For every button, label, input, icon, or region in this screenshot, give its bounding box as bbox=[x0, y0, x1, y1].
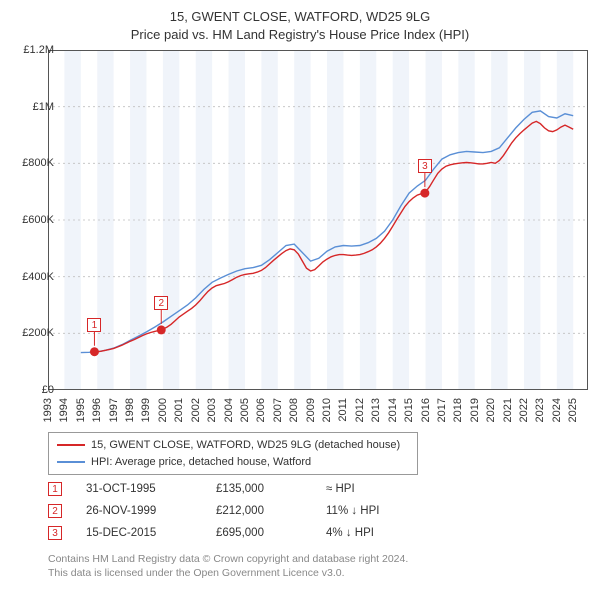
x-tick-label: 2012 bbox=[354, 398, 366, 422]
sale-marker-box: 1 bbox=[87, 318, 101, 332]
legend-label: 15, GWENT CLOSE, WATFORD, WD25 9LG (deta… bbox=[91, 437, 400, 454]
x-tick-label: 2008 bbox=[288, 398, 300, 422]
y-tick-label: £0 bbox=[42, 384, 54, 396]
y-tick-label: £1M bbox=[33, 101, 54, 113]
x-tick-label: 2015 bbox=[403, 398, 415, 422]
x-tick-label: 2021 bbox=[502, 398, 514, 422]
x-tick-label: 2007 bbox=[272, 398, 284, 422]
x-tick-label: 1993 bbox=[42, 398, 54, 422]
chart-title-subtitle: Price paid vs. HM Land Registry's House … bbox=[0, 26, 600, 44]
x-tick-label: 1994 bbox=[58, 398, 70, 422]
x-tick-label: 1997 bbox=[108, 398, 120, 422]
x-tick-label: 2023 bbox=[534, 398, 546, 422]
legend-item-hpi: HPI: Average price, detached house, Watf… bbox=[57, 454, 409, 471]
x-tick-label: 2022 bbox=[518, 398, 530, 422]
plot-area: 1 2 3 bbox=[48, 50, 588, 390]
x-tick-label: 2019 bbox=[469, 398, 481, 422]
price-chart-container: 15, GWENT CLOSE, WATFORD, WD25 9LG Price… bbox=[0, 0, 600, 590]
sale-marker-badge: 1 bbox=[48, 482, 62, 496]
x-tick-label: 2009 bbox=[305, 398, 317, 422]
x-tick-label: 2011 bbox=[337, 398, 349, 422]
attribution-line: This data is licensed under the Open Gov… bbox=[48, 566, 408, 580]
chart-title-address: 15, GWENT CLOSE, WATFORD, WD25 9LG bbox=[0, 8, 600, 26]
sale-marker-box: 3 bbox=[418, 159, 432, 173]
x-tick-label: 2024 bbox=[551, 398, 563, 422]
legend-swatch bbox=[57, 461, 85, 463]
sales-row: 3 15-DEC-2015 £695,000 4% ↓ HPI bbox=[48, 522, 436, 544]
x-tick-label: 2016 bbox=[420, 398, 432, 422]
x-tick-label: 1995 bbox=[75, 398, 87, 422]
x-tick-label: 2002 bbox=[190, 398, 202, 422]
sales-table: 1 31-OCT-1995 £135,000 ≈ HPI 2 26-NOV-19… bbox=[48, 478, 436, 544]
x-tick-label: 2005 bbox=[239, 398, 251, 422]
sales-row: 1 31-OCT-1995 £135,000 ≈ HPI bbox=[48, 478, 436, 500]
sale-delta: 4% ↓ HPI bbox=[326, 527, 436, 539]
x-tick-label: 2014 bbox=[387, 398, 399, 422]
x-tick-label: 2013 bbox=[370, 398, 382, 422]
sale-marker-badge: 2 bbox=[48, 504, 62, 518]
chart-title-block: 15, GWENT CLOSE, WATFORD, WD25 9LG Price… bbox=[0, 0, 600, 44]
y-tick-label: £200K bbox=[22, 327, 54, 339]
legend-swatch bbox=[57, 444, 85, 446]
sale-price: £695,000 bbox=[216, 527, 326, 539]
x-tick-label: 2006 bbox=[255, 398, 267, 422]
sale-delta: ≈ HPI bbox=[326, 483, 436, 495]
sale-delta: 11% ↓ HPI bbox=[326, 505, 436, 517]
sale-date: 31-OCT-1995 bbox=[86, 483, 216, 495]
x-tick-label: 2000 bbox=[157, 398, 169, 422]
attribution: Contains HM Land Registry data © Crown c… bbox=[48, 552, 408, 580]
sale-date: 15-DEC-2015 bbox=[86, 527, 216, 539]
sales-row: 2 26-NOV-1999 £212,000 11% ↓ HPI bbox=[48, 500, 436, 522]
x-tick-label: 2003 bbox=[206, 398, 218, 422]
sale-price: £135,000 bbox=[216, 483, 326, 495]
x-tick-label: 2025 bbox=[567, 398, 579, 422]
x-tick-label: 2018 bbox=[452, 398, 464, 422]
legend: 15, GWENT CLOSE, WATFORD, WD25 9LG (deta… bbox=[48, 432, 418, 475]
attribution-line: Contains HM Land Registry data © Crown c… bbox=[48, 552, 408, 566]
sale-price: £212,000 bbox=[216, 505, 326, 517]
legend-label: HPI: Average price, detached house, Watf… bbox=[91, 454, 311, 471]
y-tick-label: £600K bbox=[22, 214, 54, 226]
x-tick-label: 2004 bbox=[223, 398, 235, 422]
x-tick-label: 1996 bbox=[91, 398, 103, 422]
sale-marker-box: 2 bbox=[154, 296, 168, 310]
x-tick-label: 2020 bbox=[485, 398, 497, 422]
y-tick-label: £1.2M bbox=[23, 44, 54, 56]
x-tick-label: 1998 bbox=[124, 398, 136, 422]
y-tick-label: £400K bbox=[22, 271, 54, 283]
x-tick-label: 2001 bbox=[173, 398, 185, 422]
x-tick-label: 2010 bbox=[321, 398, 333, 422]
plot-svg bbox=[48, 50, 588, 390]
legend-item-property: 15, GWENT CLOSE, WATFORD, WD25 9LG (deta… bbox=[57, 437, 409, 454]
x-tick-label: 1999 bbox=[140, 398, 152, 422]
y-tick-label: £800K bbox=[22, 157, 54, 169]
x-tick-label: 2017 bbox=[436, 398, 448, 422]
sale-date: 26-NOV-1999 bbox=[86, 505, 216, 517]
sale-marker-badge: 3 bbox=[48, 526, 62, 540]
